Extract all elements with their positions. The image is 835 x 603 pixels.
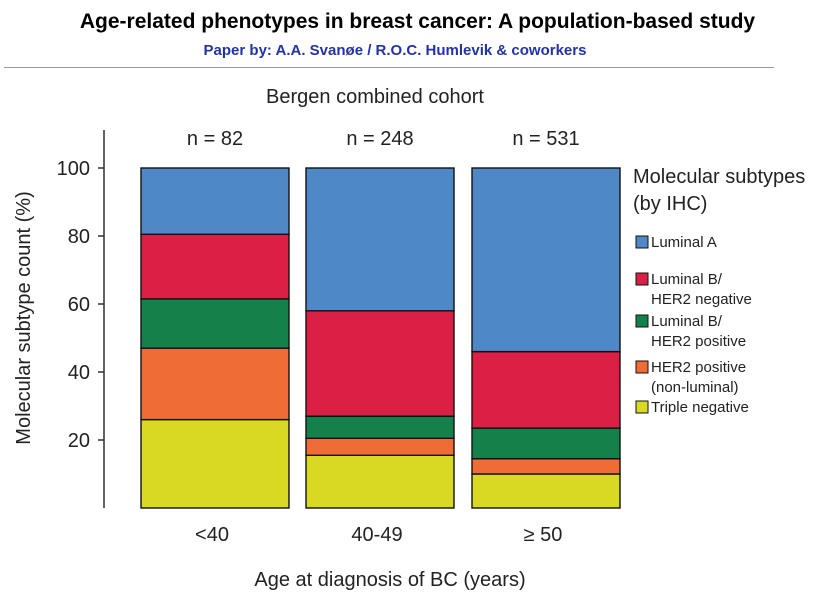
legend-title: (by IHC) (633, 193, 707, 215)
y-tick-label: 20 (68, 430, 90, 452)
x-tick-label: <40 (195, 524, 229, 546)
x-tick-label: ≥ 50 (524, 524, 563, 546)
legend-item: Luminal B/HER2 negative (635, 271, 752, 308)
legend-label: (non-luminal) (651, 379, 739, 396)
bar-stack (305, 167, 455, 509)
bar-segment (140, 298, 290, 349)
x-axis-ticks: <40 40-49 ≥ 50 (195, 524, 562, 546)
legend-item: HER2 positive (non-luminal) (635, 359, 746, 396)
bar-segment (471, 458, 621, 475)
legend-swatch (635, 400, 649, 414)
bar-segment (140, 233, 290, 300)
legend-swatch (635, 235, 649, 249)
bar-segment (471, 167, 621, 353)
legend-item: Triple negative (635, 399, 749, 416)
legend-label: HER2 negative (651, 291, 752, 308)
legend-item: Luminal B/HER2 positive (635, 313, 746, 350)
n-label: n = 531 (512, 128, 579, 150)
bar-segment (471, 427, 621, 460)
x-axis-title: Age at diagnosis of BC (years) (254, 569, 525, 591)
header-divider (4, 67, 774, 68)
legend-label: Luminal B/ (651, 313, 723, 330)
bar-segment (305, 415, 455, 440)
legend-item: Luminal A (635, 234, 717, 251)
bar-segment (140, 418, 290, 509)
y-axis: 20 40 60 80 100 (57, 130, 105, 508)
bar-segment (305, 437, 455, 456)
legend-label: HER2 positive (651, 333, 746, 350)
bar-segment (140, 347, 290, 421)
y-tick-label: 40 (68, 362, 90, 384)
legend-swatch (635, 314, 649, 328)
author-subtitle: Paper by: A.A. Svanøe / R.O.C. Humlevik … (203, 42, 587, 59)
legend-swatch (635, 360, 649, 374)
bar-stack (471, 167, 621, 509)
bars (140, 167, 621, 509)
n-label: n = 248 (346, 128, 413, 150)
y-axis-title: Molecular subtype count (%) (13, 191, 35, 444)
sample-size-labels: n = 82 n = 248 n = 531 (187, 128, 580, 150)
legend: Molecular subtypes (by IHC) Luminal A Lumin… (633, 166, 805, 416)
legend-label: HER2 positive (651, 359, 746, 376)
chart-title: Bergen combined cohort (266, 86, 484, 108)
legend-label: Triple negative (651, 399, 749, 416)
legend-label: Luminal A (651, 234, 717, 251)
legend-label: Luminal B/ (651, 271, 723, 288)
y-tick-label: 60 (68, 294, 90, 316)
x-tick-label: 40-49 (351, 524, 402, 546)
bar-segment (305, 167, 455, 312)
bar-stack (140, 167, 290, 509)
n-label: n = 82 (187, 128, 243, 150)
page-title: Age-related phenotypes in breast cancer:… (79, 10, 756, 33)
y-tick-label: 100 (57, 158, 90, 180)
legend-swatch (635, 272, 649, 286)
bar-segment (471, 350, 621, 429)
legend-title: Molecular subtypes (633, 166, 805, 188)
bar-segment (471, 473, 621, 509)
bar-segment (140, 167, 290, 236)
bar-segment (305, 454, 455, 509)
y-tick-label: 80 (68, 226, 90, 248)
bar-segment (305, 310, 455, 417)
